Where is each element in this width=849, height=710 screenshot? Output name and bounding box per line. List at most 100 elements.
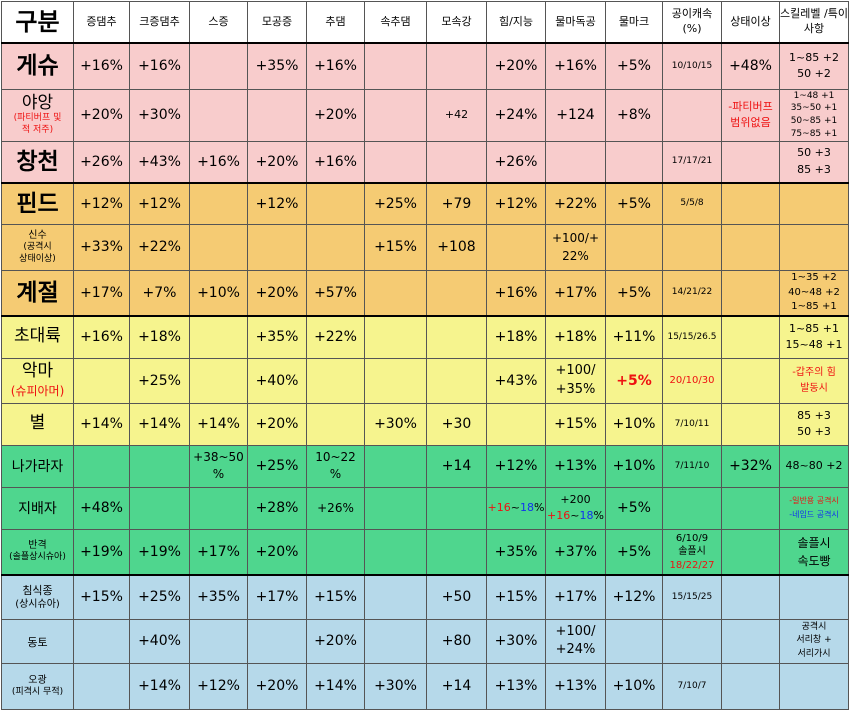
skill-cell: -일반용 공격시 -네임드 공격시 [779, 486, 849, 530]
cell: +200 +16~18% [545, 486, 606, 530]
cell: +30% [364, 402, 427, 446]
cell: +16% [73, 42, 130, 90]
cell [364, 140, 427, 184]
cell: +26% [486, 140, 546, 184]
cell: +26% [306, 486, 365, 530]
row-name: 동토 [1, 618, 74, 664]
cell: +20% [73, 88, 130, 142]
row-name: 핀드 [1, 182, 74, 225]
table-row-chimsikjong: 침식종 (상시슈아) +15% +25% +35% +17% +15% +50 +… [1, 574, 849, 620]
row-name: 악마 (슈피아머) [1, 357, 74, 404]
cell: +35% [486, 528, 546, 576]
cell [129, 444, 190, 488]
cell: 7/11/10 [662, 444, 722, 488]
row-name: 지배자 [1, 486, 74, 530]
cell: +80 [426, 618, 487, 664]
cell [426, 315, 487, 359]
cell: +26% [73, 140, 130, 184]
row-name: 계절 [1, 269, 74, 317]
cell: +30% [129, 88, 190, 142]
cell: +11% [605, 315, 663, 359]
table-row-gyejeol: 계절 +17% +7% +10% +20% +57% +16% +17% +5%… [1, 269, 849, 317]
cell: +16% [73, 315, 130, 359]
cell: +5% [605, 357, 663, 404]
cell: +35% [247, 315, 307, 359]
header-cell: 모속강 [426, 1, 487, 44]
cell [426, 140, 487, 184]
cell: +15% [486, 574, 546, 620]
cell: +50 [426, 574, 487, 620]
row-name: 게슈 [1, 42, 74, 90]
header-cell: 물마독공 [545, 1, 606, 44]
cell [426, 42, 487, 90]
skill-cell [779, 223, 849, 271]
cell: +100/+24% [545, 618, 606, 664]
status-cell: -파티버프 범위없음 [721, 88, 780, 142]
cell: +8% [605, 88, 663, 142]
cell [73, 444, 130, 488]
cell: +14% [189, 402, 248, 446]
cell [426, 486, 487, 530]
cell: +30 [426, 402, 487, 446]
cell: +42 [426, 88, 487, 142]
cell: 7/10/7 [662, 662, 722, 710]
row-name: 침식종 (상시슈아) [1, 574, 74, 620]
cell: +20% [247, 662, 307, 710]
table-row-sinsu: 신수 (공격시 상태이상) +33% +22% +15% +108 +100/+ 22… [1, 223, 849, 271]
cell: +19% [129, 528, 190, 576]
cell [662, 223, 722, 271]
cell: +12% [247, 182, 307, 225]
cell [364, 444, 427, 488]
cell [129, 486, 190, 530]
cell [364, 42, 427, 90]
cell: +16% [129, 42, 190, 90]
cell: +124 [545, 88, 606, 142]
cell [189, 486, 248, 530]
cell: +19% [73, 528, 130, 576]
cell: +16% [306, 140, 365, 184]
cell: 10/10/15 [662, 42, 722, 90]
cell: +20% [247, 140, 307, 184]
cell: +7% [129, 269, 190, 317]
skill-cell: 1~35 +2 40~48 +2 1~85 +1 [779, 269, 849, 317]
cell: +5% [605, 42, 663, 90]
cell [721, 269, 780, 317]
cell: +32% [721, 444, 780, 488]
cell: +16% [486, 269, 546, 317]
cell: +14% [306, 662, 365, 710]
cell: +17% [73, 269, 130, 317]
cell [247, 223, 307, 271]
skill-cell: 48~80 +2 [779, 444, 849, 488]
cell [486, 223, 546, 271]
cell: +22% [545, 182, 606, 225]
cell [306, 182, 365, 225]
cell [364, 269, 427, 317]
cell [605, 223, 663, 271]
row-name: 별 [1, 402, 74, 446]
cell: +30% [486, 618, 546, 664]
cell [486, 402, 546, 446]
cell: +13% [545, 662, 606, 710]
cell: +16% [306, 42, 365, 90]
table-row-nagarajja: 나가라자 +38~50% +25% 10~22% +14 +12% +13% +… [1, 444, 849, 488]
cell: 17/17/21 [662, 140, 722, 184]
cell [721, 618, 780, 664]
cell: +10% [605, 402, 663, 446]
row-name: 반격 (솔플상시슈아) [1, 528, 74, 576]
cell [189, 88, 248, 142]
cell [662, 486, 722, 530]
cell: +30% [364, 662, 427, 710]
cell [721, 140, 780, 184]
cell: +13% [545, 444, 606, 488]
skill-cell: 85 +3 50 +3 [779, 402, 849, 446]
cell: +33% [73, 223, 130, 271]
cell: +24% [486, 88, 546, 142]
cell [721, 315, 780, 359]
cell: 5/5/8 [662, 182, 722, 225]
table-row-ogwang: 오광 (피격시 무적) +14% +12% +20% +14% +30% +14 … [1, 662, 849, 710]
cell: +14 [426, 444, 487, 488]
cell: +20% [247, 528, 307, 576]
cell: +35% [189, 574, 248, 620]
cell: +14% [129, 662, 190, 710]
